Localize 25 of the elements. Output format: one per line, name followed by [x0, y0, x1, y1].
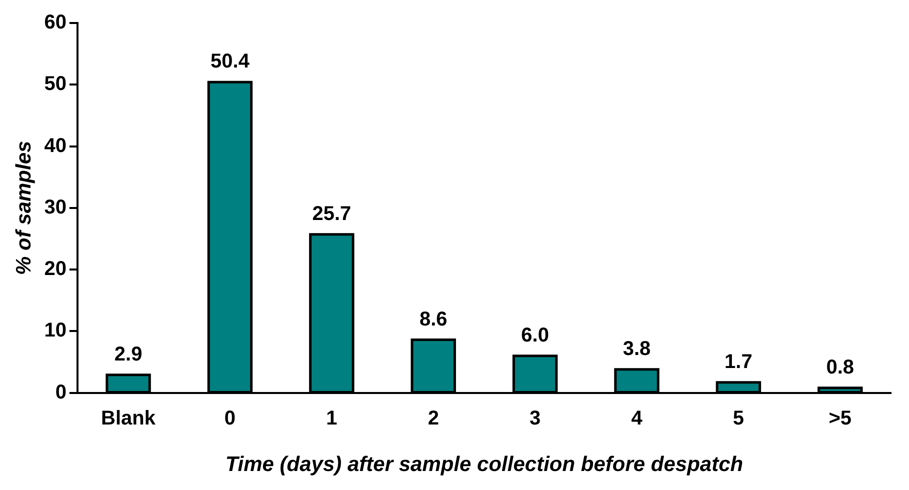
y-tick-label: 0: [55, 381, 66, 404]
y-tick-label: 40: [44, 134, 66, 157]
x-tick-label: Blank: [101, 407, 156, 430]
x-tick-label: 1: [326, 407, 338, 430]
data-label: 2.9: [114, 343, 142, 366]
y-tick-label: 30: [44, 196, 66, 218]
x-tick-label: >5: [828, 407, 852, 430]
y-tick-label: 20: [44, 258, 66, 280]
y-tick-label: 10: [44, 320, 66, 342]
x-tick-label: 2: [428, 407, 439, 430]
data-label: 50.4: [210, 50, 250, 73]
data-label: 3.8: [622, 338, 651, 360]
data-label: 25.7: [312, 202, 352, 225]
x-tick-label: 4: [631, 407, 644, 430]
x-tick-label: 0: [224, 407, 236, 430]
data-label: 8.6: [419, 308, 448, 330]
y-tick-label: 60: [44, 12, 66, 34]
x-tick-label: 5: [732, 407, 744, 430]
x-tick-label: 3: [530, 407, 541, 430]
x-axis-title: Time (days) after sample collection before despatch: [225, 453, 744, 476]
y-tick-label: 50: [44, 73, 66, 96]
y-axis-title: % of samples: [12, 140, 36, 276]
data-label: 6.0: [521, 324, 549, 346]
data-label: 1.7: [724, 350, 752, 373]
data-label: 0.8: [826, 356, 854, 378]
